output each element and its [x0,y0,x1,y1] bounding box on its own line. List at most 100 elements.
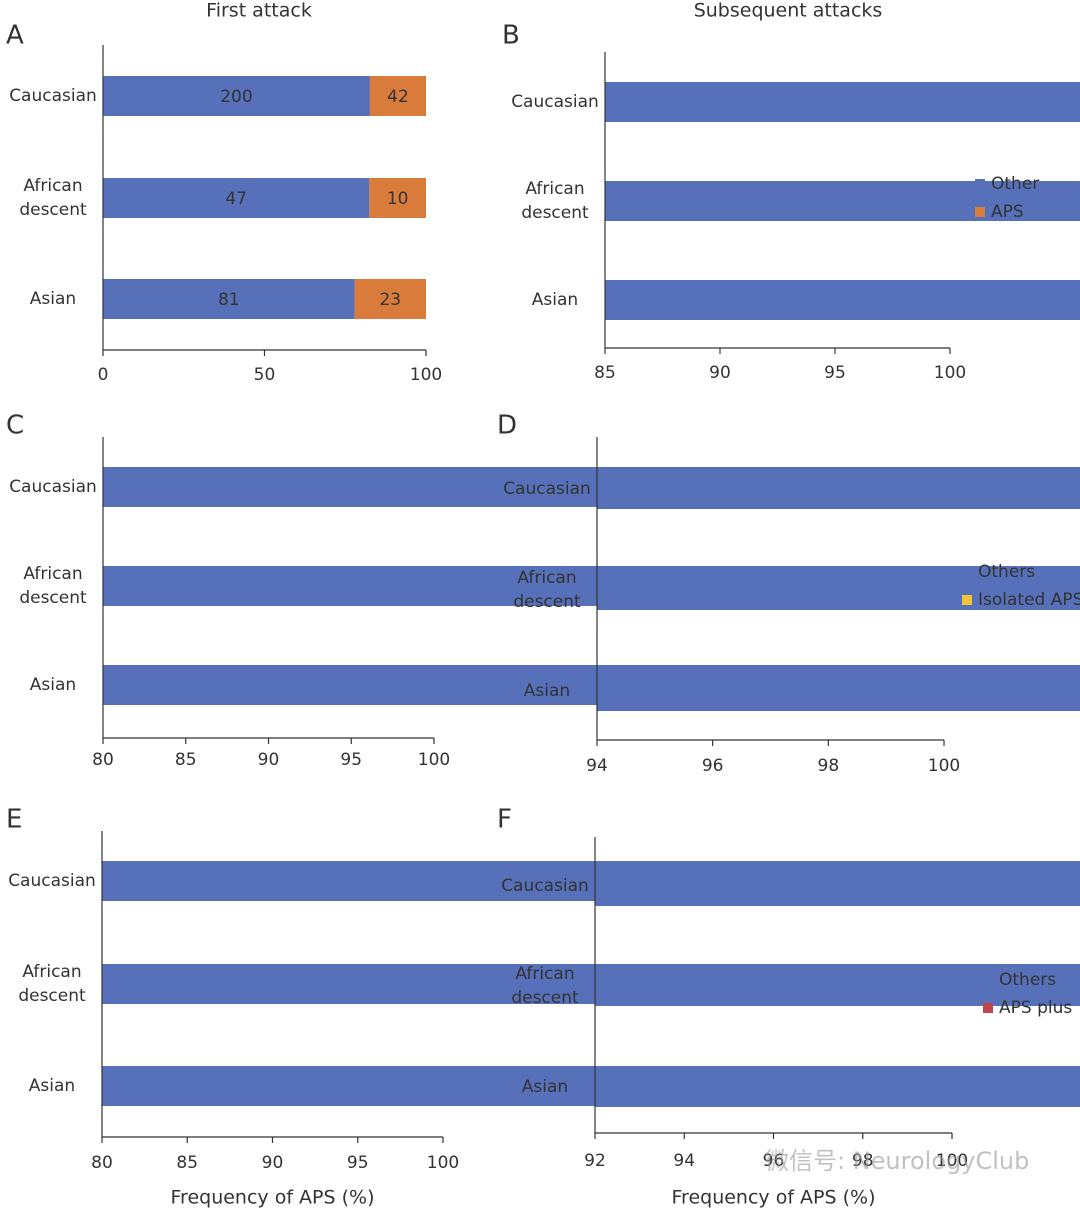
x-tick-label: 100 [418,750,450,770]
count-label: 200 [220,87,252,107]
category-label: African descent [521,179,589,223]
x-tick-label: 96 [702,756,724,776]
panel-letter: D [497,411,517,441]
panel-letter: F [497,805,512,835]
legend-swatch [962,567,972,577]
x-tick-label: 85 [176,1153,198,1173]
legend-swatch [975,207,985,217]
category-label: Asian [531,290,579,310]
category-label: Asian [29,289,77,309]
category-label: Caucasian [511,92,599,112]
bar-segment [605,280,1080,320]
bar-segment [597,570,1080,610]
category-label: Asian [28,1076,76,1096]
legend-label: APS [991,202,1024,222]
category-label-box: African descent [19,564,87,608]
x-tick-label: 92 [584,1151,606,1171]
bar-segment [595,966,1080,1006]
x-tick-label: 100 [410,365,442,385]
x-tick-label: 0 [98,365,109,385]
x-tick-label: 98 [818,756,840,776]
panel-letter: E [6,805,22,835]
category-label-box: Asian [521,1077,569,1097]
panel-letter: A [6,21,24,51]
category-label-box: Caucasian [503,479,591,499]
column-title: Subsequent attacks [694,0,883,22]
x-tick-label: 85 [594,363,616,383]
category-label-box: African descent [511,964,579,1008]
bar-segment [597,671,1080,711]
category-label: African descent [19,564,87,608]
category-label: African descent [19,176,87,220]
x-tick-label: 94 [586,756,608,776]
count-label: 47 [225,189,247,209]
x-axis-label: Frequency of APS (%) [171,1187,375,1209]
category-label: Asian [521,1077,569,1097]
category-label: African descent [513,568,581,612]
bar-segment [369,76,426,116]
category-label-box: Caucasian [9,86,97,106]
category-label-box: Caucasian [501,876,589,896]
category-label: African descent [511,964,579,1008]
count-label: 42 [387,87,409,107]
bar-segment [597,469,1080,509]
category-label-box: African descent [521,179,589,223]
watermark: 微信号: NeurologyClub [765,1147,1029,1175]
category-label-box: Caucasian [9,477,97,497]
x-tick-label: 94 [673,1151,695,1171]
category-label: Caucasian [8,871,96,891]
category-label: Caucasian [9,86,97,106]
x-tick-label: 80 [92,750,114,770]
count-label: 23 [379,290,401,310]
category-label-box: Caucasian [511,92,599,112]
category-label: Caucasian [503,479,591,499]
category-label: Caucasian [9,477,97,497]
x-tick-label: 100 [934,363,966,383]
x-tick-label: 90 [258,750,280,770]
x-axis-label: Frequency of APS (%) [672,1187,876,1209]
legend-swatch [983,975,993,985]
legend-label: Other [991,174,1039,194]
bar-segment [595,1067,1080,1107]
legend-swatch [975,179,985,189]
count-label: 10 [387,189,409,209]
category-label: Asian [523,681,571,701]
x-tick-label: 95 [347,1153,369,1173]
count-label: 81 [218,290,240,310]
category-label-box: Asian [523,681,571,701]
bar-segment [595,866,1080,906]
category-label-box: Caucasian [8,871,96,891]
column-title: First attack [206,0,312,22]
x-tick-label: 85 [175,750,197,770]
legend-swatch [983,1003,993,1013]
x-tick-label: 98 [852,1151,874,1171]
x-tick-label: 90 [709,363,731,383]
category-label-box: Asian [28,1076,76,1096]
x-tick-label: 95 [824,363,846,383]
bar-segment [605,82,1080,122]
panel-letter: B [502,21,520,51]
bar-segment [103,279,355,319]
category-label-box: African descent [19,176,87,220]
x-tick-label: 50 [254,365,276,385]
category-label-box: African descent [18,962,86,1006]
legend-label: APS plus [999,998,1072,1018]
legend-label: Others [999,970,1056,990]
category-label: Caucasian [501,876,589,896]
bar-segment [103,178,370,218]
bar-segment [103,76,370,116]
x-tick-label: 100 [928,756,960,776]
category-label: African descent [18,962,86,1006]
x-tick-label: 95 [340,750,362,770]
category-label-box: Asian [531,290,579,310]
legend-label: Others [978,562,1035,582]
bar-segment [369,178,426,218]
category-label-box: African descent [513,568,581,612]
x-tick-label: 90 [262,1153,284,1173]
x-tick-label: 100 [427,1153,459,1173]
category-label: Asian [29,675,77,695]
category-label-box: Asian [29,675,77,695]
x-tick-label: 80 [91,1153,113,1173]
